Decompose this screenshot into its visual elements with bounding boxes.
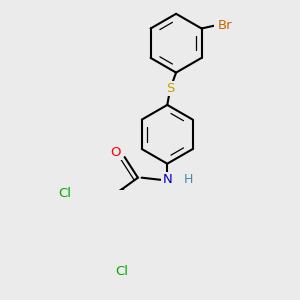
Text: N: N	[162, 173, 172, 186]
Text: S: S	[166, 82, 174, 95]
Text: O: O	[111, 146, 121, 159]
Text: Br: Br	[218, 19, 232, 32]
Text: Cl: Cl	[58, 187, 71, 200]
Text: H: H	[183, 173, 193, 186]
Text: Cl: Cl	[115, 265, 128, 278]
